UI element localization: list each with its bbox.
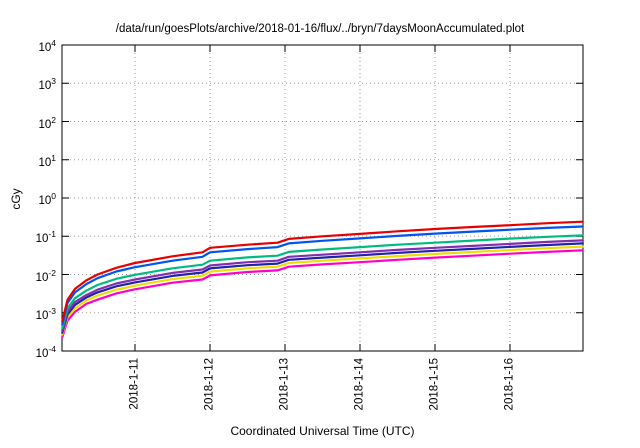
series-accumulated-dose-green (61, 234, 584, 330)
series-accumulated-dose-yellow (61, 245, 584, 336)
series-accumulated-dose-violet (61, 239, 584, 332)
series-accumulated-dose-navy (61, 242, 584, 334)
x-axis-label: Coordinated Universal Time (UTC) (230, 424, 415, 438)
series-accumulated-dose-blue (61, 225, 584, 326)
y-tick-label: 10-1 (35, 229, 56, 246)
x-tick-label: 2018-1-12 (203, 358, 216, 411)
series-accumulated-dose-red (61, 220, 584, 323)
x-tick-label: 2018-1-11 (128, 358, 141, 410)
series-accumulated-dose-magenta (61, 249, 584, 339)
y-tick-label: 10-3 (35, 305, 56, 322)
y-tick-label: 10-4 (35, 344, 56, 360)
y-tick-label: 103 (38, 76, 56, 93)
y-tick-label: 10-2 (35, 267, 56, 284)
x-tick-label: 2018-1-13 (278, 358, 291, 411)
y-tick-label: 102 (38, 114, 56, 131)
x-tick-label: 2018-1-16 (503, 358, 516, 411)
y-tick-label: 100 (38, 191, 56, 207)
x-tick-label: 2018-1-15 (428, 358, 441, 411)
plot-title: /data/run/goesPlots/archive/2018-01-16/f… (115, 23, 525, 35)
y-tick-label: 101 (38, 152, 56, 169)
x-tick-label: 2018-1-14 (353, 358, 366, 411)
y-tick-label: 104 (38, 38, 56, 54)
